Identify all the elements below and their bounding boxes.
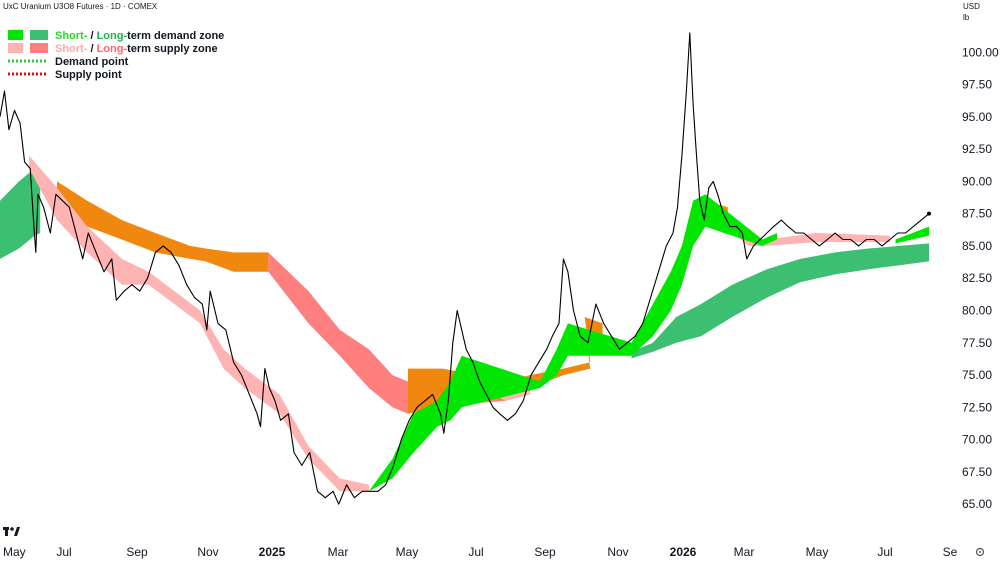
header: UxC Uranium U3O8 Futures · 1D · COMEX US…: [3, 2, 980, 22]
legend-long-supply-swatch: [30, 43, 48, 53]
settings-gear-icon[interactable]: [975, 547, 985, 557]
price-line: [0, 32, 930, 505]
tradingview-logo[interactable]: [3, 527, 20, 536]
legend-supply-zone: Short- / Long-term supply zone: [55, 43, 218, 55]
legend: Short- / Long-term demand zone Short- / …: [8, 30, 224, 81]
y-tick-label: 100.00: [962, 45, 999, 59]
legend-short-demand-swatch: [8, 30, 23, 40]
x-axis[interactable]: May Jul Sep Nov 2025 Mar May Jul Sep Nov 2026 Mar Ma…: [3, 545, 958, 559]
short-term-demand-zone-band-1: [895, 226, 929, 244]
x-tick-label: Jul: [56, 545, 71, 559]
y-tick-label: 92.50: [962, 142, 992, 156]
x-tick-label: May: [396, 545, 419, 559]
y-tick-label: 70.00: [962, 433, 992, 447]
y-tick-label: 90.00: [962, 174, 992, 188]
x-tick-label: Se: [943, 545, 958, 559]
x-tick-label: Jul: [468, 545, 483, 559]
y-tick-label: 77.50: [962, 336, 992, 350]
short-term-demand-zone-band-0: [368, 194, 777, 492]
legend-demand-zone: Short- / Long-term demand zone: [55, 30, 224, 42]
short-term-supply-zone-band-2: [727, 213, 890, 246]
legend-supply-point: Supply point: [55, 69, 122, 81]
y-tick-label: 80.00: [962, 304, 992, 318]
unit-label[interactable]: lb: [963, 13, 970, 22]
zone-bands: [0, 155, 929, 492]
legend-long-demand-swatch: [30, 30, 48, 40]
y-tick-label: 82.50: [962, 271, 992, 285]
y-tick-label: 95.00: [962, 110, 992, 124]
x-tick-label: Nov: [607, 545, 628, 559]
y-axis[interactable]: 100.00 97.50 95.00 92.50 90.00 87.50 85.00 82.5…: [962, 45, 999, 511]
x-tick-label: Jul: [877, 545, 892, 559]
x-tick-label: Mar: [734, 545, 755, 559]
y-tick-label: 72.50: [962, 400, 992, 414]
long-term-demand-zone-band-1: [631, 243, 929, 359]
y-tick-label: 67.50: [962, 465, 992, 479]
x-tick-label: Sep: [534, 545, 556, 559]
x-tick-label: Sep: [126, 545, 148, 559]
overlap-zone-band-0: [57, 181, 269, 272]
chart-title: UxC Uranium U3O8 Futures · 1D · COMEX: [3, 2, 158, 11]
y-tick-label: 97.50: [962, 78, 992, 92]
last-price-dot: [926, 211, 931, 216]
long-term-demand-zone-band-0: [0, 168, 41, 259]
short-term-supply-zone-band-0: [29, 155, 369, 492]
legend-short-supply-swatch: [8, 43, 23, 53]
legend-demand-point: Demand point: [55, 56, 129, 68]
y-tick-label: 75.00: [962, 368, 992, 382]
x-tick-label: Mar: [328, 545, 349, 559]
x-tick-label: 2026: [670, 545, 697, 559]
y-tick-label: 87.50: [962, 207, 992, 221]
x-tick-label: May: [3, 545, 26, 559]
currency-label[interactable]: USD: [963, 2, 980, 11]
y-tick-label: 65.00: [962, 497, 992, 511]
x-tick-label: 2025: [259, 545, 286, 559]
price-line-group: [0, 32, 931, 505]
x-tick-label: Nov: [197, 545, 218, 559]
y-tick-label: 85.00: [962, 239, 992, 253]
x-tick-label: May: [806, 545, 829, 559]
